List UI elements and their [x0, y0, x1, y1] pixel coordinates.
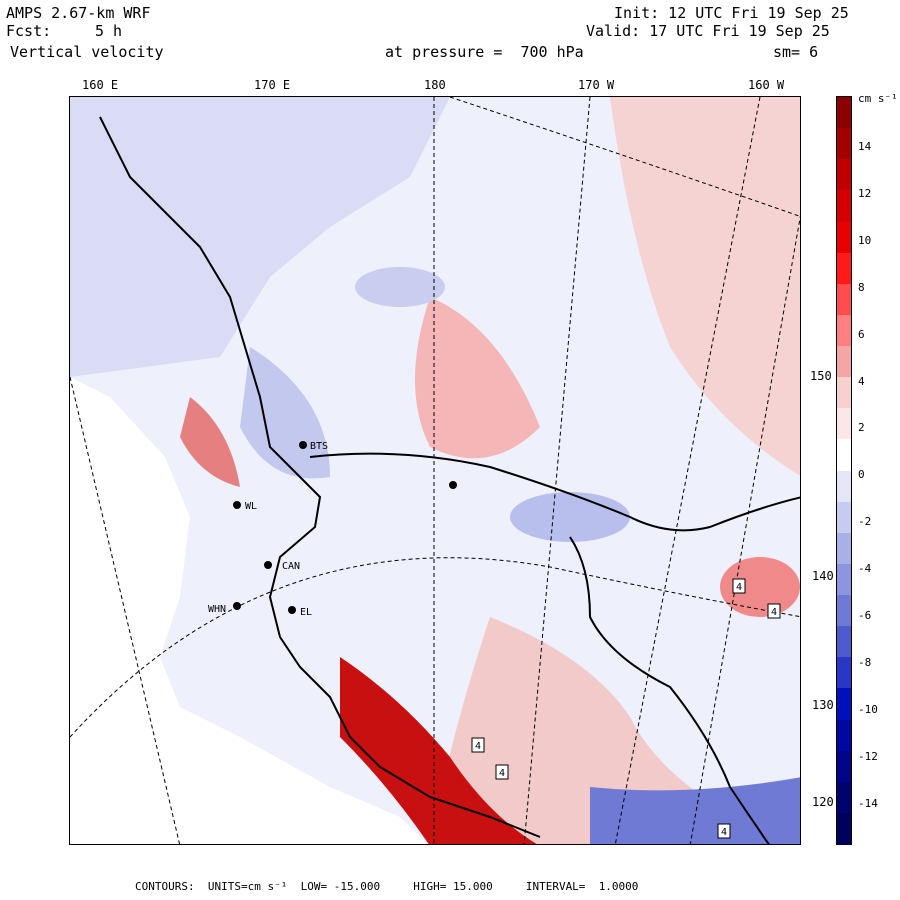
- station-wl-marker: [233, 501, 241, 509]
- contour-label: 4: [771, 607, 777, 618]
- colorbar: [836, 96, 852, 845]
- colorbar-segment: [837, 346, 851, 378]
- station-can-marker: [264, 561, 272, 569]
- station-bts-label: BTS: [310, 441, 328, 452]
- footer-contours: CONTOURS: UNITS=cm s⁻¹ LOW= -15.000 HIGH…: [135, 880, 638, 893]
- colorbar-segment: [837, 252, 851, 285]
- colorbar-label: 0: [858, 468, 865, 482]
- footer-interval-label: INTERVAL=: [525, 880, 586, 893]
- colorbar-segment: [837, 470, 851, 503]
- colorbar-segment: [837, 501, 851, 534]
- positive-field-patch-east: [610, 97, 800, 476]
- footer-low-value: -15.000: [333, 880, 381, 893]
- colorbar-label: 8: [858, 280, 865, 294]
- init-time: Init: 12 UTC Fri 19 Sep 25: [614, 4, 849, 22]
- forecast-hour: 5 h: [95, 22, 123, 40]
- valid-time: Valid: 17 UTC Fri 19 Sep 25: [586, 22, 830, 40]
- field-name: Vertical velocity: [10, 43, 164, 61]
- station-marker-east: [449, 481, 457, 489]
- station-bts-marker: [299, 441, 307, 449]
- station-wl-label: WL: [245, 501, 257, 512]
- station-can-label: CAN: [282, 561, 300, 572]
- colorbar-segment: [837, 314, 851, 347]
- colorbar-label: 2: [858, 421, 865, 435]
- colorbar-segment: [837, 439, 851, 471]
- strong-positive-band: [340, 657, 537, 844]
- colorbar-label: 6: [858, 327, 865, 341]
- footer-low-label: LOW=: [300, 880, 328, 893]
- colorbar-label: -14: [858, 796, 878, 810]
- colorbar-label: -2: [858, 515, 872, 529]
- station-markers: BTS CAN WHN EL WL: [208, 441, 457, 618]
- contour-label: 4: [736, 582, 742, 593]
- colorbar-segment: [837, 563, 851, 596]
- station-el-label: EL: [300, 607, 312, 618]
- colorbar-segment: [837, 159, 851, 191]
- negative-cell-2: [355, 267, 445, 307]
- vertical-velocity-map: BTS CAN WHN EL WL 4 4 4 4 4: [69, 96, 801, 845]
- colorbar-segment: [837, 626, 851, 658]
- negative-field-patch-coast: [240, 347, 330, 479]
- graticule: [70, 97, 800, 844]
- colorbar-label: -4: [858, 562, 872, 576]
- colorbar-label: -12: [858, 749, 878, 763]
- station-el-marker: [288, 606, 296, 614]
- footer-high-value: 15.000: [452, 880, 493, 893]
- colorbar-segment: [837, 377, 851, 409]
- colorbar-segment: [837, 688, 851, 720]
- footer-interval-value: 1.0000: [598, 880, 639, 893]
- pressure-level: at pressure = 700 hPa: [385, 43, 584, 61]
- colorbar-label: 12: [858, 186, 872, 200]
- contour-label: 4: [721, 827, 727, 838]
- colorbar-label: 4: [858, 374, 865, 388]
- colorbar-segment: [837, 719, 851, 752]
- station-whn-label: WHN: [208, 604, 226, 615]
- lon-tick-170e: 170 E: [254, 78, 291, 92]
- colorbar-segment: [837, 595, 851, 627]
- colorbar-label: -8: [858, 655, 872, 669]
- contour-labels: 4 4 4 4 4: [471, 578, 781, 839]
- colorbar-segment: [837, 283, 851, 316]
- colorbar-segment: [837, 532, 851, 565]
- model-title: AMPS 2.67-km WRF: [6, 4, 151, 22]
- smoothing-value: sm= 6: [773, 43, 819, 61]
- lon-tick-170w: 170 W: [578, 78, 615, 92]
- footer-units: UNITS=cm s⁻¹: [207, 880, 288, 893]
- colorbar-segment: [837, 750, 851, 783]
- colorbar-segment: [837, 408, 851, 440]
- footer-contours-label: CONTOURS:: [135, 880, 195, 893]
- negative-cell: [510, 492, 630, 542]
- map-graphic: BTS CAN WHN EL WL 4 4 4 4 4: [70, 97, 800, 844]
- strong-positive-patch: [180, 397, 240, 487]
- colorbar-label: -6: [858, 609, 872, 622]
- lon-tick-160w: 160 W: [748, 78, 785, 92]
- colorbar-label: 14: [858, 140, 872, 153]
- lon-tick-160e: 160 E: [82, 78, 119, 92]
- contour-label: 4: [475, 741, 481, 752]
- coastline: [99, 116, 800, 844]
- contour-label: 4: [499, 768, 505, 779]
- colorbar-segment: [837, 221, 851, 254]
- colorbar-segment: [837, 97, 851, 129]
- colorbar-segment: [837, 657, 851, 689]
- strong-negative-band: [590, 777, 800, 844]
- colorbar-segment: [837, 128, 851, 160]
- positive-field-patch: [415, 297, 540, 459]
- colorbar-segment: [837, 190, 851, 222]
- colorbar-segment: [837, 781, 851, 814]
- footer-high-label: HIGH=: [413, 880, 447, 893]
- colorbar-label: -10: [858, 702, 878, 716]
- positive-field-south: [430, 617, 797, 844]
- no-data-region: [70, 377, 428, 844]
- positive-cell: [720, 557, 800, 617]
- colorbar-segment: [837, 812, 851, 845]
- colorbar-label: 10: [858, 233, 872, 247]
- colorbar-units: cm s⁻¹: [858, 92, 898, 105]
- lon-tick-180: 180: [424, 78, 446, 92]
- forecast-label: Fcst:: [6, 22, 52, 40]
- station-whn-marker: [233, 602, 241, 610]
- negative-field-patch: [70, 97, 450, 377]
